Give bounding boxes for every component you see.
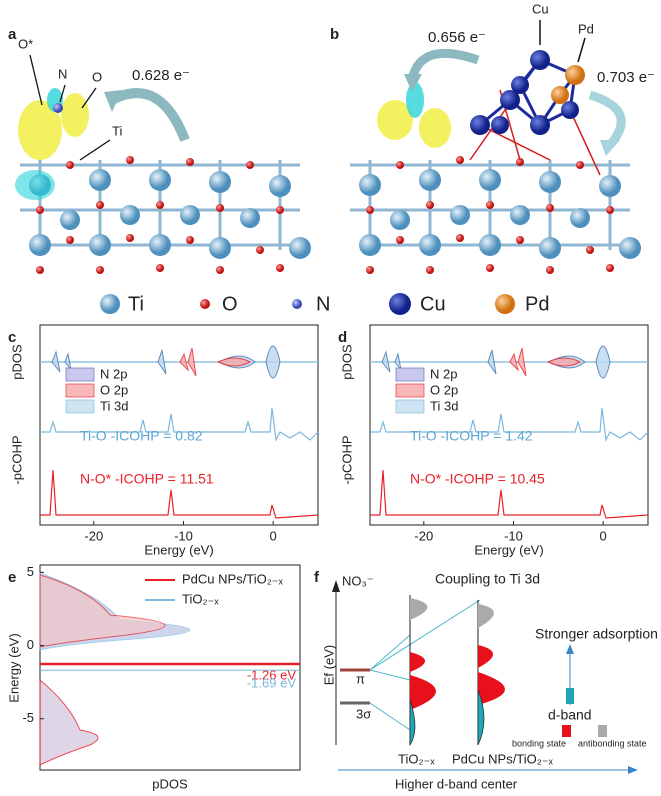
trend-label: Higher d-band center bbox=[395, 776, 518, 791]
plot-frame bbox=[39, 564, 301, 771]
annotation: Cu bbox=[532, 1, 549, 16]
orbital: π bbox=[356, 671, 365, 686]
legend-label: TiO₂₋ₓ bbox=[182, 591, 219, 606]
legend-label: O bbox=[222, 293, 238, 315]
panel-label: b bbox=[330, 26, 339, 43]
annotation: N bbox=[58, 66, 67, 81]
level-label: -1.69 eV bbox=[247, 676, 296, 691]
annotation: Ti-O -ICOHP = 1.42 bbox=[410, 428, 533, 444]
catalyst-label: TiO₂₋ₓ bbox=[398, 751, 435, 766]
legend-label: PdCu NPs/TiO₂₋ₓ bbox=[182, 571, 284, 586]
plot-frame bbox=[39, 324, 319, 526]
legend-swatch bbox=[65, 383, 95, 398]
legend-label: O 2p bbox=[430, 382, 458, 397]
d-band-label: d-band bbox=[548, 707, 592, 723]
pdos-area bbox=[39, 678, 99, 766]
legend-swatch bbox=[395, 399, 425, 414]
legend-label: N bbox=[316, 293, 330, 315]
legend-label: N 2p bbox=[430, 366, 457, 381]
panel-label: d bbox=[338, 329, 347, 346]
charge-label: 0.703 e⁻ bbox=[597, 69, 655, 86]
species: NO₃⁻ bbox=[342, 573, 374, 588]
charge-label: 0.656 e⁻ bbox=[428, 29, 486, 46]
legend-label: N 2p bbox=[100, 366, 127, 381]
panel-a: a O* N O Ti 0.628 e⁻ bbox=[8, 26, 313, 276]
x-tick-label: 0 bbox=[270, 528, 277, 543]
legend-swatch bbox=[65, 399, 95, 414]
legend-label: O 2p bbox=[100, 382, 128, 397]
plot-frame bbox=[369, 324, 649, 526]
x-tick-label: -10 bbox=[174, 528, 193, 543]
panel-label: a bbox=[8, 26, 17, 43]
adsorption: Stronger adsorption bbox=[535, 626, 658, 642]
panel-label: f bbox=[314, 569, 320, 586]
legend-label: Pd bbox=[525, 293, 549, 315]
annotation: O* bbox=[18, 36, 33, 51]
legend-label: bonding state bbox=[512, 738, 566, 748]
x-tick-label: -20 bbox=[84, 528, 103, 543]
orbital: 3σ bbox=[356, 706, 371, 721]
annotation: Pd bbox=[578, 21, 594, 36]
y-label: pDOS bbox=[339, 344, 354, 380]
atom-legend: Ti O N Cu Pd bbox=[100, 293, 549, 315]
y-label: -pCOHP bbox=[9, 435, 24, 484]
y-tick-label: -5 bbox=[22, 710, 34, 725]
panel-label: c bbox=[8, 329, 16, 346]
legend-label: Cu bbox=[420, 293, 446, 315]
y-tick-label: 5 bbox=[27, 564, 34, 579]
x-tick-label: -10 bbox=[504, 528, 523, 543]
charge-label: 0.628 e⁻ bbox=[132, 67, 190, 84]
annotation: Ti bbox=[112, 123, 122, 138]
diagram-title: Coupling to Ti 3d bbox=[435, 571, 540, 587]
legend-label: Ti 3d bbox=[430, 398, 458, 413]
legend-label: Ti 3d bbox=[100, 398, 128, 413]
catalyst-label: PdCu NPs/TiO₂₋ₓ bbox=[452, 751, 554, 766]
pdos-area bbox=[39, 574, 166, 648]
y-label: -pCOHP bbox=[339, 435, 354, 484]
annotation: N-O* -ICOHP = 10.45 bbox=[410, 471, 545, 487]
panel-f: f NO₃⁻ Coupling to Ti 3d Ef (eV) π 3σ St… bbox=[314, 569, 658, 791]
annotation: N-O* -ICOHP = 11.51 bbox=[80, 471, 214, 487]
legend-label: Ti bbox=[128, 293, 144, 315]
annotation: Ti-O -ICOHP = 0.82 bbox=[80, 428, 203, 444]
x-tick-label: -20 bbox=[414, 528, 433, 543]
legend-swatch bbox=[395, 383, 425, 398]
level-label: -1.26 eV bbox=[247, 667, 296, 682]
annotation: O bbox=[92, 69, 102, 84]
panel-label: e bbox=[8, 569, 16, 586]
x-label: Energy (eV) bbox=[474, 542, 543, 557]
y-label: Energy (eV) bbox=[6, 633, 21, 702]
y-tick-label: 0 bbox=[27, 637, 34, 652]
legend-label: antibonding state bbox=[578, 738, 647, 748]
panel-b: b Cu Pd 0.656 e⁻ 0.703 e⁻ bbox=[330, 1, 655, 276]
x-label: pDOS bbox=[152, 776, 188, 791]
legend-swatch bbox=[395, 367, 425, 382]
y-label: Ef (eV) bbox=[321, 645, 336, 685]
x-label: Energy (eV) bbox=[144, 542, 213, 557]
x-tick-label: 0 bbox=[600, 528, 607, 543]
legend-swatch bbox=[65, 367, 95, 382]
y-label: pDOS bbox=[9, 344, 24, 380]
